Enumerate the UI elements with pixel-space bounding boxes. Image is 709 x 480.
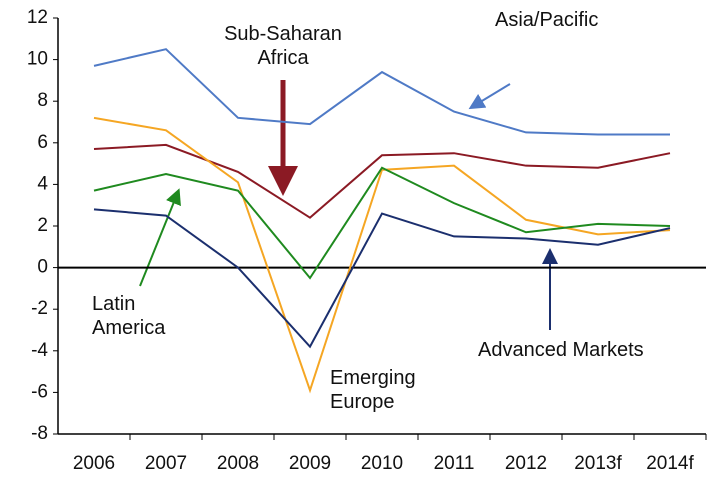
y-tick-label: 12 [27, 7, 48, 28]
x-tick-label: 2009 [289, 453, 331, 474]
x-tick-label: 2010 [361, 453, 403, 474]
annotation: Sub-Saharan Africa [224, 23, 342, 69]
series-line [93, 143, 671, 219]
y-tick-label: 6 [37, 132, 48, 153]
x-tick-label: 2006 [73, 453, 115, 474]
x-tick-label: 2007 [145, 453, 187, 474]
annotation: Asia/Pacific [495, 9, 599, 31]
y-tick-label: -4 [31, 340, 48, 361]
y-tick-label: 2 [37, 215, 48, 236]
annotation: Latin America [92, 293, 166, 339]
x-tick-label: 2014f [646, 453, 694, 474]
y-tick-label: -8 [31, 423, 48, 444]
x-tick-label: 2013f [574, 453, 622, 474]
y-tick-label: 8 [37, 90, 48, 111]
y-tick-label: 4 [37, 173, 48, 194]
series-line [93, 48, 670, 136]
y-tick-label: 10 [27, 49, 48, 70]
annotation: Advanced Markets [478, 339, 644, 361]
series-line [93, 166, 671, 280]
x-tick-label: 2008 [217, 453, 259, 474]
series-line [93, 208, 671, 349]
arrow [139, 188, 181, 287]
y-tick-label: -2 [31, 298, 48, 319]
x-tick-label: 2012 [505, 453, 547, 474]
arrow [468, 83, 511, 110]
series-line [93, 116, 671, 394]
x-tick-label: 2011 [434, 453, 475, 474]
y-tick-label: 0 [37, 257, 48, 278]
y-tick-label: -6 [31, 381, 48, 402]
annotation: Emerging Europe [330, 367, 416, 413]
